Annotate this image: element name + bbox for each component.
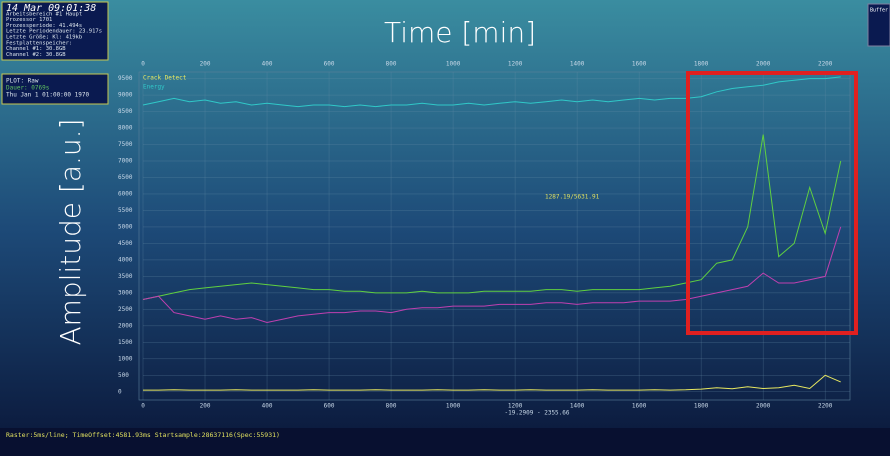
y-tick-label: 1000: [118, 355, 133, 362]
status-line: Channel #2: 30.8GB: [6, 52, 66, 58]
plot-box: [1, 73, 109, 105]
y-tick-label: 8000: [118, 125, 133, 132]
legend-entry: Crack Detect: [143, 75, 187, 82]
x-tick-label-top: 600: [324, 61, 335, 68]
y-tick-label: 2500: [118, 306, 133, 313]
plot-area: [138, 71, 851, 401]
x-tick-label: 200: [200, 403, 211, 410]
y-tick-label: 0: [118, 388, 122, 395]
series-line: [142, 226, 842, 324]
status-line: Channel #1: 30.8GB: [6, 46, 66, 52]
x-axis-title: Time [min]: [384, 16, 536, 49]
x-tick-label-top: 2200: [818, 61, 833, 68]
x-tick-label-top: 0: [141, 61, 145, 68]
y-tick-label: 7000: [118, 158, 133, 165]
footer-panel: [0, 428, 890, 456]
x-tick-label: 1000: [446, 403, 461, 410]
y-tick-label: 9500: [118, 75, 133, 82]
x-tick-label-top: 200: [200, 61, 211, 68]
x-tick-label: 400: [262, 403, 273, 410]
status-line: Prozessperiode: 41.494s: [6, 23, 82, 29]
series-line: [142, 134, 842, 300]
y-tick-label: 6000: [118, 190, 133, 197]
y-tick-label: 2000: [118, 322, 133, 329]
y-tick-label: 9000: [118, 92, 133, 99]
y-tick-label: 1500: [118, 339, 133, 346]
x-tick-label-top: 2000: [756, 61, 771, 68]
legend-entry: Energy: [143, 84, 165, 91]
plot-info-line: PLOT: Raw: [6, 78, 39, 85]
x-tick-label-top: 1200: [508, 61, 523, 68]
range-label: -19.2909 - 2355.66: [504, 410, 569, 417]
status-line: Festplattenspeicher:: [6, 40, 72, 46]
series-line: [142, 76, 841, 108]
y-axis-title: Amplitude [a.u.]: [54, 119, 87, 346]
x-tick-label: 800: [386, 403, 397, 410]
status-line: Prozessor 1701: [6, 17, 52, 23]
x-tick-label-top: 1400: [570, 61, 585, 68]
chart: 0500100015002000250030003500400045005000…: [118, 61, 851, 417]
y-tick-label: 5500: [118, 207, 133, 214]
y-tick-label: 500: [118, 372, 129, 379]
y-tick-label: 3500: [118, 273, 133, 280]
x-tick-label: 1200: [508, 403, 523, 410]
status-line: Letzte Größe; Kl: 419kb: [6, 35, 82, 41]
buffer-title: Buffer: [870, 8, 888, 14]
status-line: Letzte Periodendauer: 23.917s: [6, 29, 102, 35]
y-tick-label: 4500: [118, 240, 133, 247]
series-line: [143, 374, 841, 391]
status-box: [1, 1, 109, 61]
status-line: Arbeitsbereich #1 Haupt: [6, 11, 82, 17]
x-tick-label-top: 1600: [632, 61, 647, 68]
buffer-box: [867, 3, 890, 47]
y-tick-label: 3000: [118, 289, 133, 296]
x-tick-label: 1400: [570, 403, 585, 410]
plot-info-line: Dauer: 0769s: [6, 85, 50, 92]
x-tick-label: 2200: [818, 403, 833, 410]
x-tick-label-top: 800: [386, 61, 397, 68]
x-tick-label-top: 1800: [694, 61, 709, 68]
x-tick-label: 600: [324, 403, 335, 410]
y-tick-label: 5000: [118, 223, 133, 230]
x-tick-label: 1800: [694, 403, 709, 410]
x-tick-label: 2000: [756, 403, 771, 410]
x-tick-label: 1600: [632, 403, 647, 410]
x-tick-label-top: 400: [262, 61, 273, 68]
status-line: 14 Mar 09:01:38: [6, 3, 96, 14]
annotation: 1287.19/5631.91: [545, 194, 600, 201]
y-tick-label: 7500: [118, 141, 133, 148]
x-tick-label-top: 1000: [446, 61, 461, 68]
y-tick-label: 8500: [118, 108, 133, 115]
y-tick-label: 4000: [118, 256, 133, 263]
y-tick-label: 6500: [118, 174, 133, 181]
footer-text: Raster:5ms/line; TimeOffset:4581.93ms St…: [6, 431, 280, 439]
highlight-box: [686, 71, 858, 335]
x-tick-label: 0: [141, 403, 145, 410]
plot-info-line: Thu Jan 1 01:00:00 1970: [6, 92, 89, 99]
